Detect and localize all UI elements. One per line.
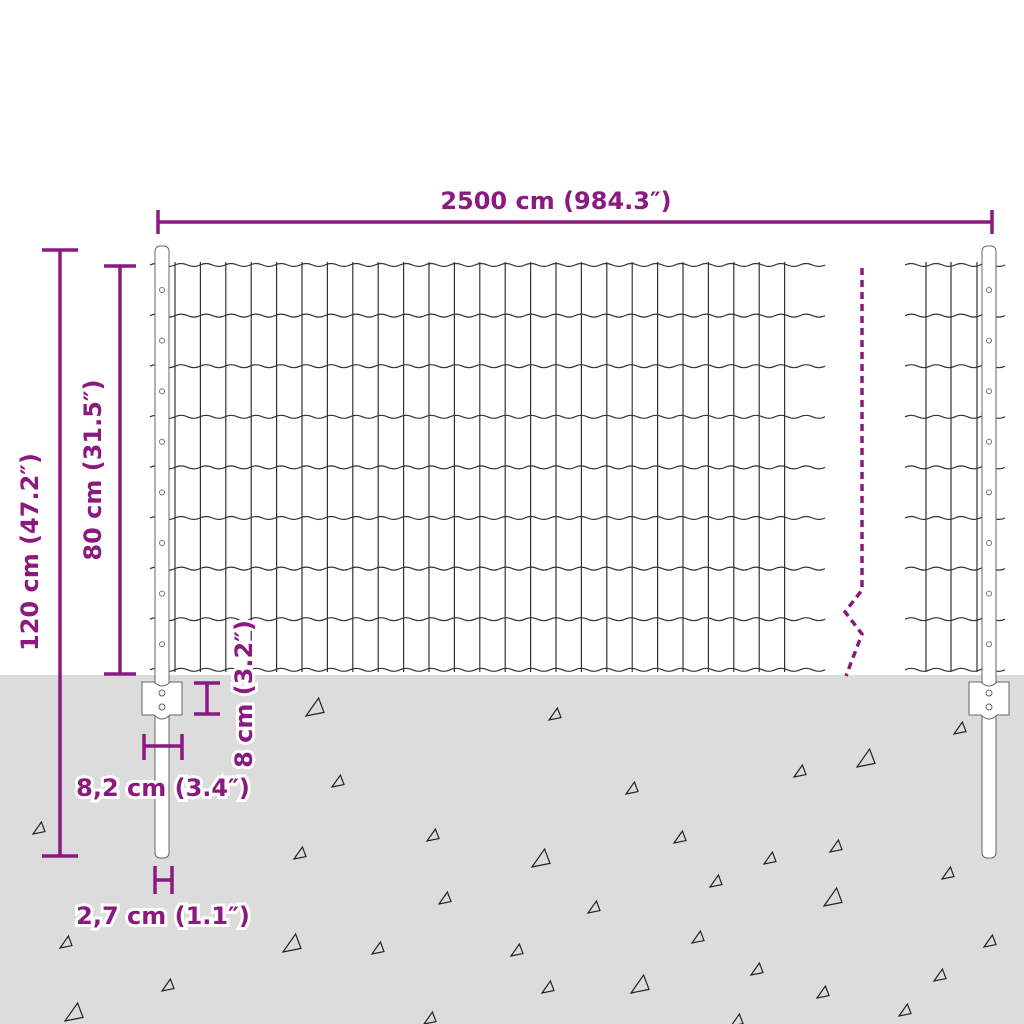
plate-height-label: 8 cm (3.2″) [230,620,258,768]
post-hole [159,388,165,395]
stone [932,967,947,982]
post-diameter-label: 2,7 cm (1.1″) [76,902,250,930]
post-hole [159,337,165,344]
fence-height-label: 80 cm (31.5″) [79,379,107,560]
stone [624,780,639,795]
length-label: 2500 cm (984.3″) [440,187,671,215]
stone [940,865,955,880]
post-hole [159,287,165,293]
post-hole [159,540,165,546]
stone [731,1012,744,1024]
ground-stones [31,696,997,1024]
plate-width-label: 8,2 cm (3.4″) [76,774,250,802]
anchor-plate-right [968,681,1010,720]
stone [160,977,175,992]
post-hole [986,337,992,344]
stone [586,899,601,914]
stone [330,773,345,788]
stone [304,696,325,717]
post-hole [986,388,992,395]
post-hole [159,489,165,496]
horizontal-wire [149,566,826,571]
plate-hole [985,703,993,711]
stone [952,720,967,735]
stone [749,961,764,976]
post-hole [159,590,165,597]
stone [370,940,385,955]
stone [792,763,807,778]
horizontal-wire [149,667,826,672]
stone [540,979,555,994]
post-hole [986,489,992,496]
horizontal-wire [149,465,826,470]
post-hole [986,540,992,546]
stone [897,1002,912,1017]
stone [509,942,524,957]
stone [281,932,302,953]
plate-hole [985,689,993,697]
post-hole [159,641,165,648]
stone [708,873,723,888]
horizontal-wire [149,617,826,622]
total-height-label: 120 cm (47.2″) [16,453,44,651]
horizontal-wire [149,262,826,268]
stone [63,1001,84,1022]
stone [423,1010,437,1024]
post-hole [986,287,992,293]
stone [58,934,73,949]
stone [690,929,705,944]
post-hole [986,438,992,445]
plate-hole [158,689,166,697]
stone [629,973,650,994]
stone [822,886,843,907]
horizontal-wire [149,515,826,521]
post-hole [159,438,165,445]
anchor-plate-left [141,681,183,720]
stone [547,706,562,721]
stone [292,845,307,860]
ground [0,675,1024,1024]
stone [530,847,551,868]
stone [762,850,777,865]
stone [31,820,46,835]
dimension-lines [42,210,994,894]
stone [855,747,876,768]
stone [425,827,440,842]
stone [672,829,687,844]
wire-mesh [149,262,1006,672]
horizontal-wire [149,313,826,318]
stone [828,838,843,853]
posts [141,245,1010,859]
post-hole [986,590,992,597]
horizontal-wire [149,364,826,369]
stone [815,984,830,999]
stone [982,933,997,948]
horizontal-wire [149,414,826,419]
plate-hole [158,703,166,711]
stone [437,890,452,905]
post-hole [986,641,992,648]
